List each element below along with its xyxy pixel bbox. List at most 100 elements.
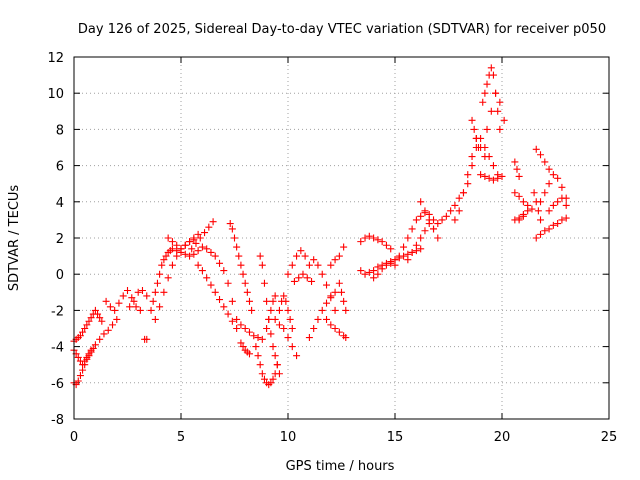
data-point <box>284 306 292 314</box>
series-arc-18 <box>263 292 279 332</box>
series-arc-9 <box>164 230 202 253</box>
data-point <box>85 350 93 358</box>
data-point <box>74 377 82 385</box>
data-point <box>464 171 472 179</box>
series-arc-22 <box>290 270 316 285</box>
data-point <box>532 145 540 153</box>
data-point <box>472 134 480 142</box>
data-point <box>290 277 298 285</box>
data-point <box>207 248 215 256</box>
data-point <box>558 194 566 202</box>
x-axis-ticks: 0 5 10 15 20 25 <box>70 57 617 445</box>
series-arc-47 <box>532 214 570 242</box>
data-point <box>126 303 134 311</box>
data-point <box>188 245 196 253</box>
data-point <box>340 297 348 305</box>
data-point <box>256 361 264 369</box>
data-point <box>374 236 382 244</box>
data-point <box>87 314 95 322</box>
data-point <box>181 250 189 258</box>
data-point <box>83 353 91 361</box>
data-point <box>265 315 273 323</box>
series-arc-39 <box>479 64 504 133</box>
series-arc-20 <box>275 292 296 332</box>
data-point <box>226 220 234 228</box>
data-point <box>417 212 425 220</box>
data-point <box>237 261 245 269</box>
data-point <box>286 315 294 323</box>
data-point <box>331 306 339 314</box>
series-arc-23 <box>305 288 339 342</box>
data-point <box>434 220 442 228</box>
series-arc-21 <box>284 247 313 278</box>
series-arc-17 <box>256 252 283 378</box>
data-point <box>530 189 538 197</box>
data-point <box>211 252 219 260</box>
data-point <box>207 281 215 289</box>
data-point <box>173 241 181 249</box>
data-point <box>421 227 429 235</box>
data-point <box>537 216 545 224</box>
chart-title: Day 126 of 2025, Sidereal Day-to-day VTE… <box>78 22 606 37</box>
series-arc-46 <box>532 145 553 173</box>
data-point <box>554 220 562 228</box>
data-point <box>451 216 459 224</box>
data-point <box>267 330 275 338</box>
data-point <box>541 227 549 235</box>
data-point <box>235 252 243 260</box>
data-point <box>130 297 138 305</box>
data-point <box>269 375 277 383</box>
data-point <box>220 303 228 311</box>
data-point <box>299 270 307 278</box>
data-point <box>190 250 198 258</box>
x-tick-label: 15 <box>387 430 404 445</box>
data-point <box>250 332 258 340</box>
data-point <box>275 321 283 329</box>
data-point <box>245 350 253 358</box>
series-arc-48 <box>537 171 570 206</box>
data-point <box>487 107 495 115</box>
data-point <box>177 245 185 253</box>
data-point <box>263 325 271 332</box>
data-point <box>335 252 343 260</box>
data-point <box>438 216 446 224</box>
data-point <box>545 207 553 215</box>
data-point <box>318 306 326 314</box>
data-point <box>96 314 104 322</box>
data-point <box>451 201 459 209</box>
data-point <box>378 265 386 273</box>
data-point <box>203 245 211 253</box>
data-point <box>288 343 296 351</box>
data-point <box>481 172 489 180</box>
data-point <box>216 259 224 267</box>
data-point <box>243 288 251 296</box>
data-point <box>160 256 168 264</box>
data-point <box>387 259 395 267</box>
data-point <box>192 239 200 247</box>
data-point <box>305 334 313 342</box>
data-point <box>168 238 176 246</box>
data-point <box>288 325 296 332</box>
data-point <box>365 232 373 240</box>
data-point <box>459 189 467 197</box>
data-point <box>331 288 339 296</box>
data-point <box>297 247 305 255</box>
data-point <box>87 346 95 354</box>
data-point <box>331 325 339 332</box>
data-point <box>387 245 395 253</box>
data-point <box>263 297 271 305</box>
data-point <box>421 207 429 215</box>
data-point <box>288 261 296 269</box>
series-arc-45 <box>530 189 545 224</box>
data-point <box>267 306 275 314</box>
data-point <box>534 207 542 215</box>
data-point <box>483 80 491 88</box>
data-point <box>494 174 502 182</box>
data-point <box>198 243 206 251</box>
series-arc-38 <box>468 116 482 151</box>
data-point <box>511 158 519 166</box>
data-point <box>541 189 549 197</box>
data-point <box>382 261 390 269</box>
data-point <box>295 274 303 282</box>
x-tick-label: 0 <box>70 430 78 445</box>
